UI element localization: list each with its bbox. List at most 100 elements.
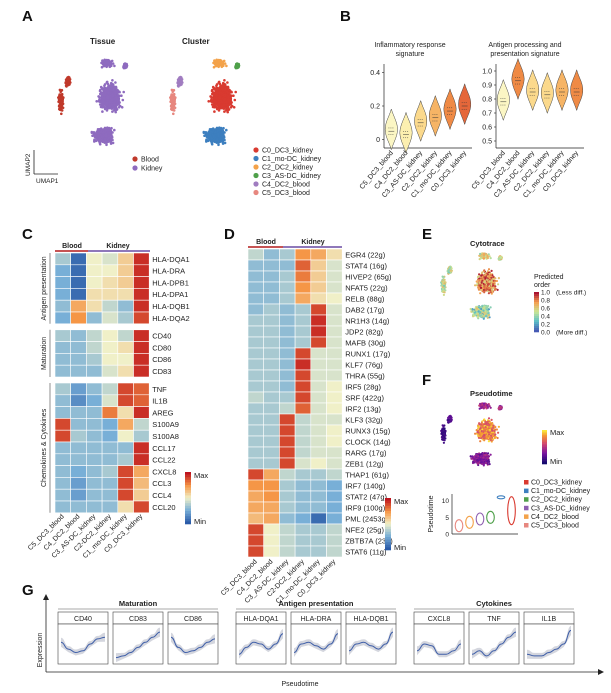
tissue-point: [111, 110, 114, 113]
cytotrace-point: [490, 269, 493, 272]
heatmap-d-cell: [247, 523, 264, 536]
heatmap-c-cell: [133, 364, 150, 378]
heatmap-d-cell: [247, 490, 264, 503]
cytotrace-legend-step: [534, 296, 539, 299]
heatmap-c-cell: [101, 418, 119, 431]
heatmap-d-cell: [263, 424, 280, 437]
heatmap-c-cell: [133, 453, 150, 466]
cluster-point: [213, 99, 217, 103]
cluster-point: [228, 91, 231, 95]
heatmap-d-legend-step: [385, 521, 391, 525]
heatmap-c-cell: [101, 465, 119, 478]
pseudotime-title: Pseudotime: [470, 389, 513, 398]
heatmap-d-cell: [263, 457, 280, 470]
violin1-title-line1: Inflammatory response: [374, 42, 445, 49]
heatmap-d-cell: [294, 501, 312, 514]
cytotrace-legend-tick: 0.2: [541, 322, 550, 329]
heatmap-c-cell: [70, 341, 87, 354]
heatmap-c-legend-step: [185, 472, 191, 475]
heatmap-d-cell: [310, 435, 327, 448]
cluster-point: [223, 88, 227, 92]
heatmap-c-cell: [86, 276, 103, 289]
heatmap-d-cell: [310, 347, 327, 360]
heatmap-d-cell: [247, 347, 264, 360]
heatmap-d-cell: [326, 391, 343, 404]
cluster-point: [170, 97, 174, 100]
heatmap-d-cell: [279, 402, 296, 415]
tissue-point: [114, 110, 117, 114]
heatmap-d-cell: [294, 402, 312, 415]
heatmap-c-legend-max: Max: [194, 471, 208, 480]
heatmap-d-cell: [310, 468, 327, 481]
cluster-point: [214, 128, 217, 131]
cluster-point: [236, 64, 240, 67]
heatmap-c-cell: [133, 394, 150, 407]
heatmap-d-cell: [247, 479, 264, 492]
heatmap-d-legend-step: [385, 524, 391, 527]
heatmap-d-legend-step: [385, 500, 391, 504]
cytotrace-point: [482, 257, 485, 260]
tissue-point: [67, 81, 71, 84]
cluster-point: [224, 94, 227, 98]
cytotrace-point: [485, 287, 488, 291]
heatmap-d-cell: [263, 248, 280, 261]
cytotrace-point: [484, 277, 487, 280]
cytotrace-point: [479, 286, 483, 289]
heatmap-d-cell: [294, 545, 312, 558]
heatmap-d-cell: [263, 402, 280, 415]
heatmap-d-row-label: EGR4 (22g): [345, 251, 386, 260]
heatmap-d-row-label: STAT6 (11g): [345, 548, 387, 557]
violin-body: [384, 108, 398, 151]
heatmap-d-cell: [247, 325, 264, 338]
cytotrace-point: [486, 254, 489, 258]
heatmap-c-legend-step: [185, 482, 191, 486]
cytotrace-legend-tick: 0.0: [541, 330, 550, 337]
heatmap-d-cell: [247, 391, 264, 404]
cluster-point: [225, 64, 228, 68]
cytotrace-title: Cytotrace: [470, 239, 505, 248]
heatmap-c-gene-label: CD83: [152, 367, 171, 376]
panel-label-b: B: [340, 8, 351, 25]
cytotrace-point: [470, 310, 473, 313]
cluster-point: [210, 136, 214, 140]
cytotrace-legend-step: [534, 306, 539, 309]
heatmap-d-cell: [263, 490, 280, 503]
heatmap-d-row-label: RUNX3 (15g): [345, 427, 391, 436]
cluster-point: [171, 107, 175, 110]
cytotrace-point: [442, 276, 445, 279]
panel-label-d: D: [224, 226, 235, 243]
cytotrace-legend-step: [534, 326, 539, 329]
tissue-point: [98, 136, 102, 140]
cytotrace-legend-step: [534, 294, 539, 297]
heatmap-c-cell: [86, 382, 103, 396]
heatmap-c-cell: [117, 429, 134, 443]
heatmap-d-cell: [294, 490, 312, 503]
heatmap-c-cell: [117, 276, 134, 289]
cytotrace-legend-step: [534, 314, 539, 317]
heatmap-d-cell: [294, 523, 312, 536]
heatmap-d-cell: [279, 435, 296, 448]
heatmap-c-cell: [117, 288, 134, 301]
heatmap-d-cell: [247, 501, 264, 514]
cytotrace-point: [483, 289, 486, 292]
heatmap-d-cell: [263, 303, 280, 316]
heatmap-c-gene-label: CD40: [152, 332, 171, 341]
heatmap-c-cell: [70, 441, 87, 455]
heatmap-d-cell: [247, 402, 264, 415]
cluster-point: [210, 98, 213, 101]
cytotrace-legend-step: [534, 322, 539, 325]
heatmap-d-cell: [326, 347, 343, 360]
heatmap-d-cell: [326, 248, 343, 261]
heatmap-d-cell: [310, 402, 327, 415]
heatmap-d-cell: [247, 468, 264, 481]
heatmap-d-cell: [310, 325, 327, 338]
cytotrace-legend-step: [534, 300, 539, 303]
heatmap-d-cell: [263, 413, 280, 426]
d-group-kidney: Kidney: [301, 239, 324, 246]
cytotrace-point: [491, 281, 494, 284]
heatmap-c-cell: [133, 299, 150, 313]
cytotrace-point: [489, 273, 492, 277]
cytotrace-point: [499, 256, 503, 259]
heatmap-c-cell: [133, 329, 150, 342]
